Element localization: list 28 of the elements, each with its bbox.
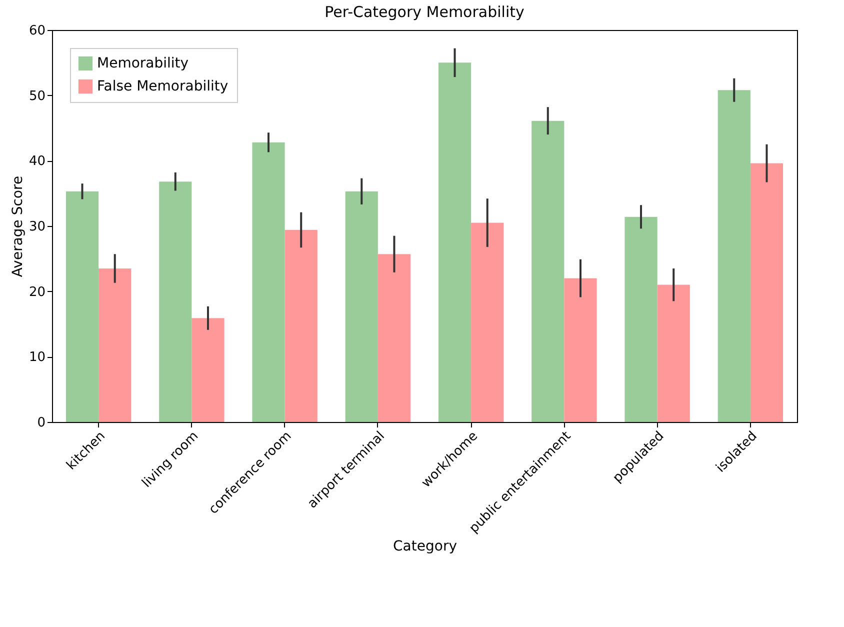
bar bbox=[471, 222, 504, 422]
bar bbox=[252, 142, 285, 422]
y-tick-label: 20 bbox=[28, 284, 46, 300]
bar bbox=[98, 268, 132, 422]
bar bbox=[159, 182, 192, 422]
bar bbox=[718, 90, 750, 422]
bar bbox=[192, 318, 224, 422]
y-tick-label: 10 bbox=[28, 350, 46, 366]
chart-title: Per-Category Memorability bbox=[324, 3, 524, 21]
bar bbox=[438, 62, 472, 422]
bar bbox=[657, 284, 690, 422]
y-tick-label: 0 bbox=[37, 416, 46, 430]
legend-label: Memorability bbox=[97, 56, 189, 72]
bar bbox=[345, 191, 378, 422]
bar bbox=[564, 278, 597, 422]
y-tick-label: 60 bbox=[28, 24, 46, 38]
bar bbox=[66, 191, 99, 422]
bar bbox=[378, 254, 411, 422]
bar bbox=[284, 230, 318, 422]
legend-label: False Memorability bbox=[97, 78, 228, 94]
bar bbox=[532, 120, 564, 422]
y-tick-label: 40 bbox=[28, 154, 46, 170]
bar bbox=[750, 163, 784, 422]
x-axis-title: Category bbox=[393, 538, 457, 554]
bar bbox=[624, 216, 658, 422]
y-axis-title: Average Score bbox=[10, 176, 26, 278]
y-tick-label: 50 bbox=[28, 88, 46, 104]
y-tick-label: 30 bbox=[28, 220, 46, 234]
